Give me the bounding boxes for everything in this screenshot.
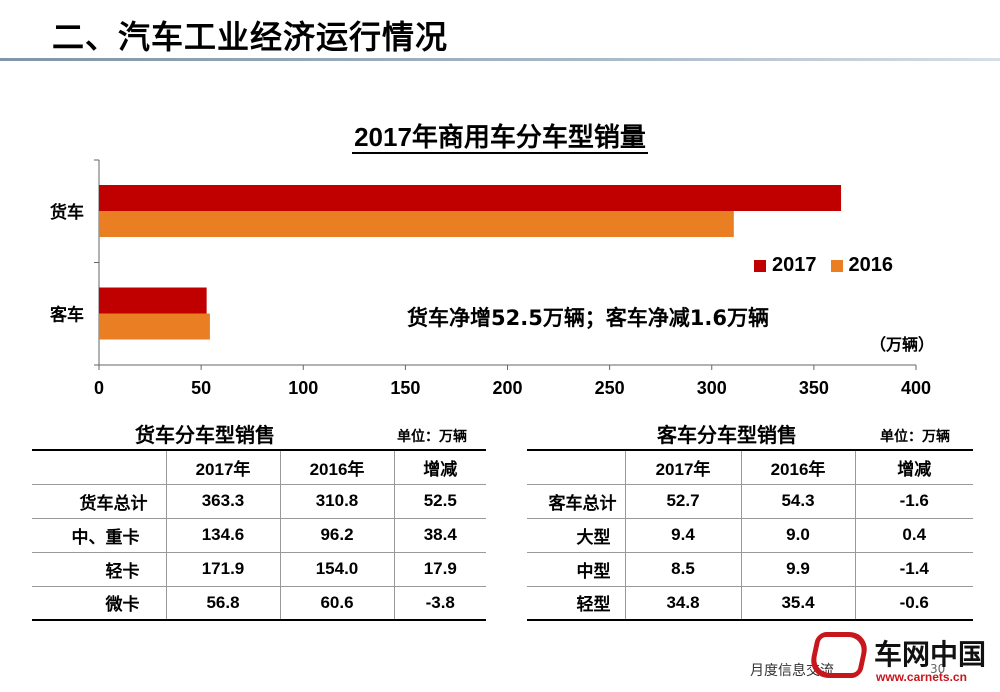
bus-row-label: 大型 (527, 517, 626, 553)
table-row: 大型 9.4 9.0 0.4 (527, 517, 973, 553)
truck-cell: 60.6 (279, 585, 395, 621)
bus-header-2017: 2017年 (624, 449, 742, 485)
page-number: 30 (930, 662, 946, 676)
x-tick-label: 200 (492, 378, 522, 398)
logo-mark-icon (807, 632, 871, 678)
truck-cell: 363.3 (165, 483, 281, 519)
truck-cell: -3.8 (393, 585, 486, 621)
legend-swatch-2017 (754, 259, 766, 272)
y-category-label: 货车 (50, 202, 84, 223)
table-row: 客车总计 52.7 54.3 -1.6 (527, 483, 973, 519)
x-tick-label: 150 (390, 378, 420, 398)
bar-2017-0 (99, 185, 842, 211)
truck-row-label: 货车总计 (32, 483, 167, 519)
legend-label-2017: 2017 (772, 254, 817, 276)
bus-sales-table: 2017年 2016年 增减 客车总计 52.7 54.3 -1.6 大型 9.… (527, 449, 973, 621)
truck-cell: 96.2 (279, 517, 395, 553)
truck-cell: 134.6 (165, 517, 281, 553)
bus-cell: -1.6 (854, 483, 973, 519)
x-tick-label: 100 (288, 378, 318, 398)
table-row: 中型 8.5 9.9 -1.4 (527, 551, 973, 587)
truck-cell: 52.5 (393, 483, 486, 519)
truck-row-label: 微卡 (32, 585, 167, 621)
title-rule (0, 58, 1000, 61)
table-row: 中、重卡 134.6 96.2 38.4 (32, 517, 486, 553)
bus-table-header-row: 2017年 2016年 增减 (527, 449, 973, 485)
chart-legend: 2017 2016 (754, 254, 907, 277)
x-tick-label: 50 (191, 378, 211, 398)
legend-item-2017: 2017 (754, 254, 817, 277)
truck-cell: 56.8 (165, 585, 281, 621)
bus-cell: 9.9 (740, 551, 856, 587)
bus-cell: -0.6 (854, 585, 973, 621)
truck-row-label: 轻卡 (32, 551, 167, 587)
chart-annotation: 货车净增52.5万辆；客车净减1.6万辆 (407, 306, 770, 330)
table-row: 货车总计 363.3 310.8 52.5 (32, 483, 486, 519)
legend-item-2016: 2016 (830, 254, 894, 277)
bus-table-unit: 单位：万辆 (880, 429, 950, 445)
logo-url: www.carnets.cn (876, 670, 967, 684)
truck-cell: 38.4 (393, 517, 486, 553)
chart-unit-label: （万辆） (870, 335, 935, 354)
truck-cell: 171.9 (165, 551, 281, 587)
truck-row-label: 中、重卡 (32, 517, 167, 553)
truck-header-2017: 2017年 (165, 449, 281, 485)
bus-row-label: 客车总计 (527, 483, 626, 519)
legend-label-2016: 2016 (848, 254, 894, 276)
bus-header-change: 增减 (854, 449, 973, 485)
truck-sales-table: 2017年 2016年 增减 货车总计 363.3 310.8 52.5 中、重… (32, 449, 486, 621)
bus-cell: 54.3 (740, 483, 856, 519)
table-row: 微卡 56.8 60.6 -3.8 (32, 585, 486, 621)
table-row: 轻卡 171.9 154.0 17.9 (32, 551, 486, 587)
x-tick-label: 300 (697, 378, 727, 398)
bar-2016-0 (99, 211, 734, 237)
x-tick-label: 250 (595, 378, 625, 398)
chart-title-text: 2017年商用车分车型销量 (352, 122, 648, 154)
truck-cell: 17.9 (393, 551, 486, 587)
truck-table-title: 货车分车型销售 (135, 423, 275, 447)
bus-cell: 0.4 (854, 517, 973, 553)
bus-cell: 9.4 (624, 517, 742, 553)
x-tick-label: 400 (901, 378, 931, 398)
x-tick-label: 0 (94, 378, 104, 398)
bus-cell: 9.0 (740, 517, 856, 553)
bus-row-label: 轻型 (527, 585, 626, 621)
bar-2016-1 (99, 313, 210, 340)
logo: 车网中国 (807, 632, 987, 678)
bus-cell: 35.4 (740, 585, 856, 621)
truck-header-2016: 2016年 (279, 449, 395, 485)
truck-cell: 310.8 (279, 483, 395, 519)
bus-header-blank (527, 449, 626, 485)
slide-title: 二、汽车工业经济运行情况 (52, 18, 449, 56)
truck-header-blank (32, 449, 167, 485)
footer-text: 月度信息交流 (750, 663, 834, 679)
table-row: 轻型 34.8 35.4 -0.6 (527, 585, 973, 621)
bus-cell: 8.5 (624, 551, 742, 587)
truck-table-header-row: 2017年 2016年 增减 (32, 449, 486, 485)
chart-title: 2017年商用车分车型销量 (0, 117, 1000, 154)
y-category-label: 客车 (49, 305, 84, 326)
bus-row-label: 中型 (527, 551, 626, 587)
bus-header-2016: 2016年 (740, 449, 856, 485)
bus-cell: 34.8 (624, 585, 742, 621)
truck-header-change: 增减 (393, 449, 486, 485)
x-tick-label: 350 (799, 378, 829, 398)
truck-cell: 154.0 (279, 551, 395, 587)
bus-cell: 52.7 (624, 483, 742, 519)
bus-cell: -1.4 (854, 551, 973, 587)
bus-table-title: 客车分车型销售 (657, 423, 797, 447)
truck-table-unit: 单位：万辆 (397, 429, 467, 445)
bar-2017-1 (99, 287, 207, 314)
legend-swatch-2016 (830, 259, 843, 272)
logo-text: 车网中国 (874, 638, 987, 671)
